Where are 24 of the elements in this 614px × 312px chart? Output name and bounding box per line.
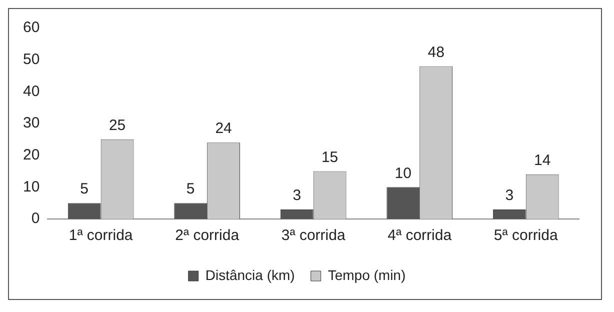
- data-label: 10: [394, 164, 412, 182]
- data-label: 5: [186, 180, 195, 198]
- data-label: 5: [80, 180, 89, 198]
- y-tick-label: 40: [22, 82, 40, 100]
- data-label: 14: [534, 152, 551, 170]
- data-label: 15: [321, 148, 338, 166]
- y-tick-label: 10: [22, 178, 40, 196]
- legend-label: Distância (km): [205, 266, 295, 283]
- x-tick-label: 5ª corrida: [494, 227, 558, 244]
- data-label: 3: [292, 187, 302, 204]
- x-tick-label: 2ª corrida: [175, 227, 240, 244]
- legend-label: Tempo (min): [328, 266, 406, 283]
- y-tick-label: 50: [22, 50, 40, 68]
- data-label: 24: [215, 120, 232, 138]
- x-tick-label: 4ª corrida: [388, 227, 452, 244]
- data-label: 25: [108, 117, 126, 134]
- y-tick-label: 20: [22, 146, 40, 164]
- y-tick-label: 60: [22, 19, 40, 36]
- data-label: 48: [428, 44, 444, 61]
- data-label: 3: [505, 187, 514, 204]
- x-tick-label: 3ª corrida: [281, 227, 346, 244]
- y-tick-label: 0: [31, 210, 40, 228]
- y-tick-label: 30: [22, 114, 40, 132]
- x-tick-label: 1ª corrida: [68, 227, 134, 244]
